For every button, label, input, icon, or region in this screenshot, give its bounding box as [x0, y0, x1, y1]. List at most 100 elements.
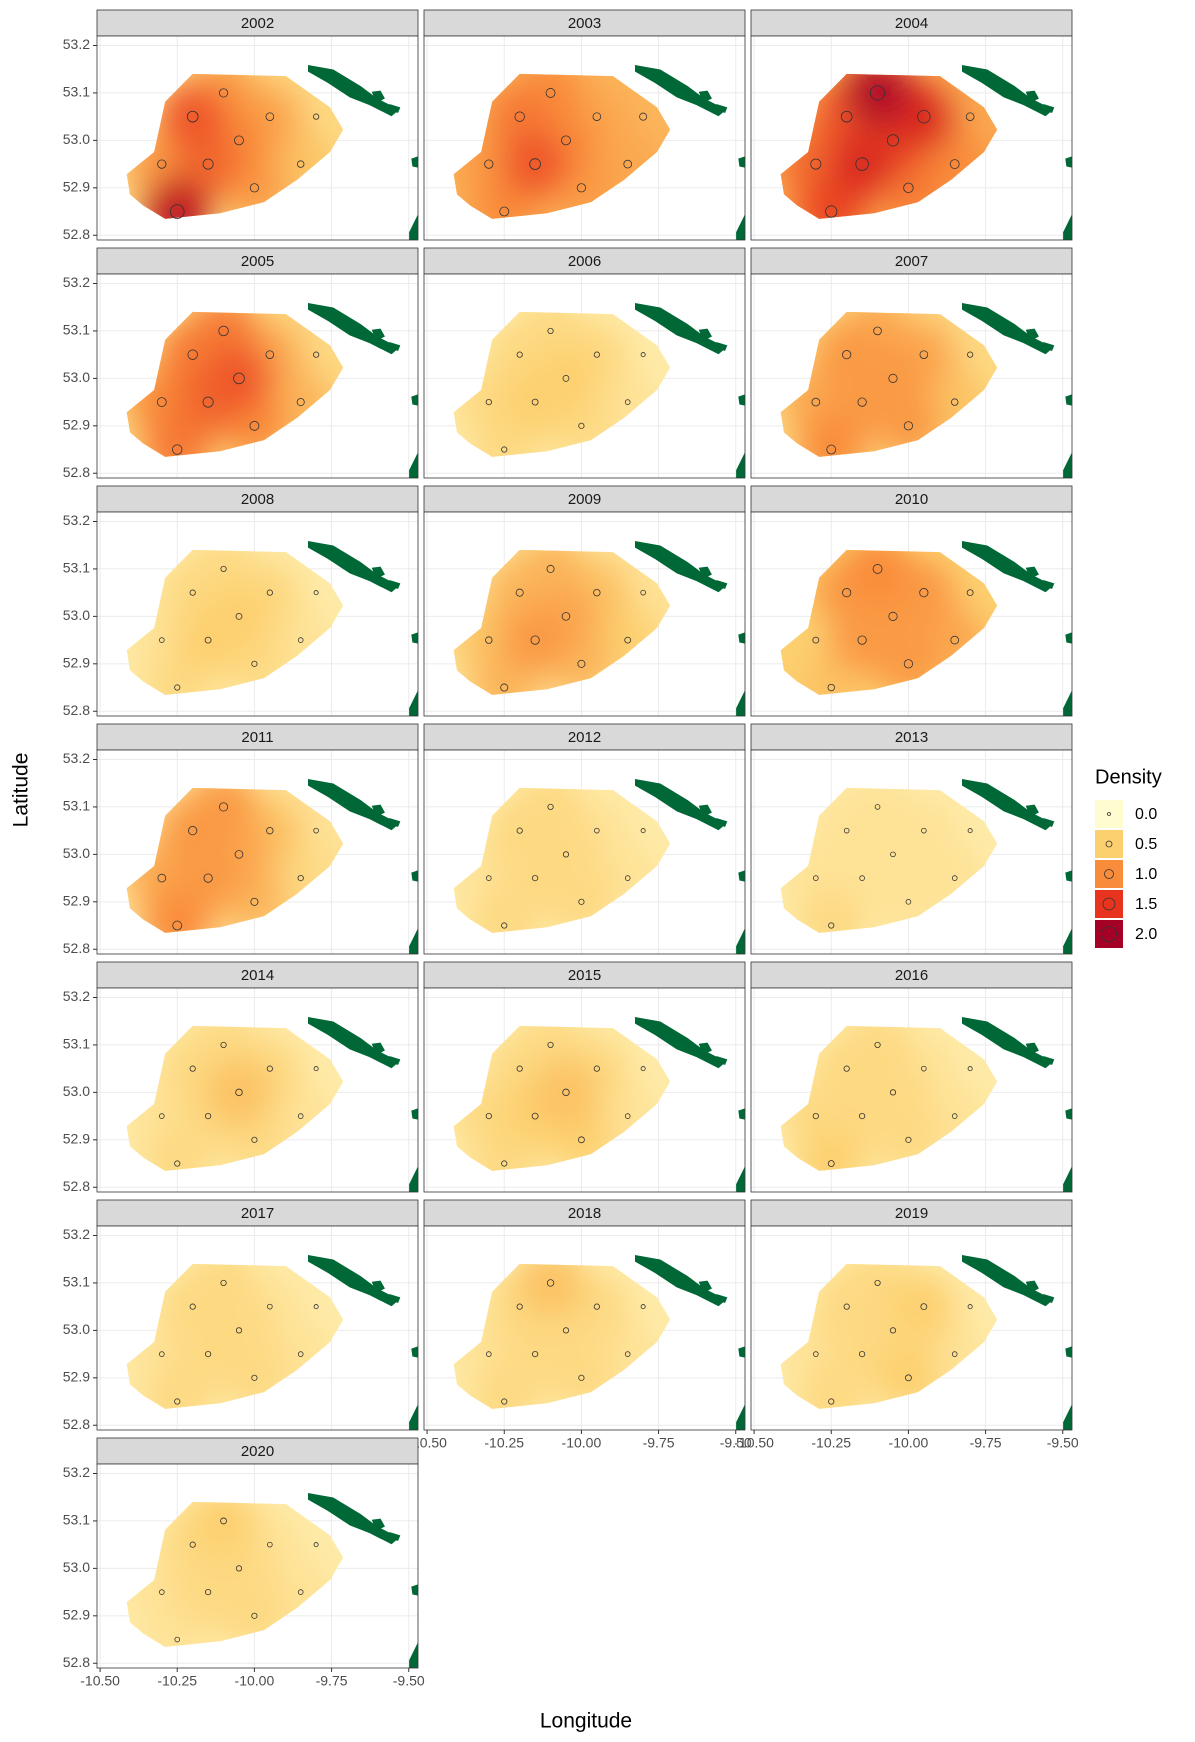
station-marker — [623, 159, 633, 169]
station-marker — [905, 899, 912, 905]
station-marker — [624, 1351, 631, 1357]
x-tick-label: -10.00 — [562, 1435, 602, 1451]
strip-label: 2005 — [241, 253, 274, 270]
facet: 2010 — [750, 485, 1073, 717]
station-marker — [500, 683, 509, 692]
station-marker — [576, 183, 587, 193]
station-marker — [810, 158, 822, 170]
station-marker — [157, 873, 167, 883]
station-marker — [485, 1112, 492, 1120]
facet: 2014 52.8 52.9 53.0 53.1 53.2 — [63, 961, 419, 1194]
density-blobs — [781, 1263, 998, 1409]
station-marker — [501, 1398, 508, 1405]
station-marker — [516, 1065, 523, 1072]
panel — [423, 749, 746, 955]
density-hotspot — [516, 1263, 585, 1317]
x-tick-label: -9.50 — [393, 1673, 425, 1689]
station-marker — [965, 112, 975, 121]
panel: -10.50 -10.25 -10.00 -9.75 -9.50 — [407, 1225, 752, 1451]
station-marker — [186, 110, 199, 123]
strip — [750, 1199, 1073, 1227]
panel-border — [750, 749, 1073, 955]
panel-border — [96, 1225, 419, 1431]
strip — [96, 1437, 419, 1465]
y-tick-label: 53.0 — [63, 1321, 90, 1337]
strip-label: 2008 — [241, 491, 274, 508]
y-axis-title: Latitude — [10, 753, 33, 828]
legend-symbol — [1102, 897, 1116, 911]
density-surface — [780, 73, 998, 219]
station-marker — [174, 1160, 181, 1167]
station-marker — [530, 635, 540, 645]
station-marker — [267, 1541, 273, 1548]
station-marker — [859, 875, 865, 881]
station-marker — [532, 1350, 539, 1358]
x-tick-label: -10.25 — [484, 1435, 524, 1451]
station-marker — [188, 826, 198, 836]
station-marker — [516, 1303, 523, 1310]
station-marker — [966, 589, 974, 597]
station-marker — [905, 1136, 912, 1143]
panel-border — [750, 987, 1073, 1193]
station-marker — [624, 875, 631, 881]
station-marker — [313, 351, 320, 358]
station-marker — [266, 826, 274, 835]
x-tick-label: -10.50 — [734, 1435, 774, 1451]
density-hotspot — [143, 177, 212, 219]
station-marker — [169, 204, 185, 219]
y-tick-label: 53.0 — [63, 1083, 90, 1099]
station-marker — [174, 1398, 181, 1405]
station-marker — [919, 350, 929, 359]
y-tick-label: 52.8 — [63, 464, 90, 480]
station-marker — [159, 1113, 165, 1119]
station-marker — [484, 159, 494, 169]
legend-symbol — [1107, 812, 1111, 816]
density-hotspot — [204, 344, 273, 413]
station-marker — [874, 1279, 881, 1287]
station-marker — [218, 325, 229, 337]
x-tick-label: -9.75 — [643, 1435, 675, 1451]
legend-key — [1095, 890, 1123, 918]
density-blobs — [127, 549, 344, 695]
facet: 2003 — [423, 9, 746, 241]
facet: 2004 — [750, 9, 1073, 241]
facet: 2019 -10.50 -10.25 -10.00 -9.75 -9.50 — [734, 1199, 1079, 1451]
density-hotspot — [204, 582, 273, 651]
y-tick-label: 53.0 — [63, 1559, 90, 1575]
station-marker — [903, 182, 914, 194]
station-marker — [546, 564, 555, 573]
y-tick-label: 53.0 — [63, 369, 90, 385]
station-marker — [235, 1327, 243, 1334]
station-marker — [202, 396, 214, 408]
density-surface — [453, 73, 671, 219]
strip-label: 2006 — [568, 253, 601, 270]
panel-border — [96, 35, 419, 241]
strip-label: 2007 — [895, 253, 928, 270]
station-marker — [235, 1088, 243, 1097]
station-marker — [967, 1304, 973, 1310]
station-marker — [514, 111, 525, 122]
station-marker — [843, 827, 850, 834]
station-marker — [205, 1350, 212, 1358]
strip — [423, 485, 746, 513]
station-marker — [840, 110, 853, 123]
station-marker — [562, 1327, 570, 1334]
station-marker — [813, 1351, 819, 1357]
station-marker — [825, 205, 838, 218]
facet: 2016 — [750, 961, 1073, 1193]
station-marker — [516, 827, 523, 834]
y-tick-label: 52.8 — [63, 226, 90, 242]
panel: -10.50 -10.25 -10.00 -9.75 -9.50 52.8 52.9 53.0… — [63, 1463, 425, 1689]
panel — [750, 987, 1073, 1193]
station-marker — [297, 160, 305, 168]
y-tick-label: 53.0 — [63, 607, 90, 623]
panel: 52.8 52.9 53.0 53.1 53.2 — [63, 35, 419, 242]
station-marker — [561, 612, 571, 621]
station-marker — [174, 684, 181, 691]
station-marker — [297, 1113, 304, 1119]
strip-label: 2012 — [568, 729, 601, 746]
legend-label: 0.5 — [1135, 836, 1157, 853]
station-marker — [594, 827, 600, 834]
panel — [423, 987, 746, 1193]
station-marker — [903, 421, 914, 431]
